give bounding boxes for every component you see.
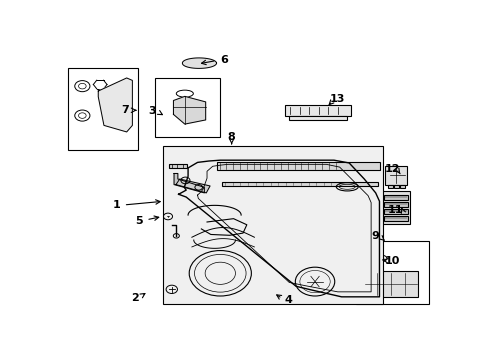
Bar — [288, 116, 346, 120]
Text: 3: 3 — [148, 106, 156, 116]
Bar — [385, 166, 407, 185]
Bar — [363, 271, 418, 297]
Bar — [383, 202, 407, 207]
Polygon shape — [173, 96, 205, 124]
Text: 12: 12 — [384, 164, 400, 174]
Text: 6: 6 — [220, 55, 227, 65]
Bar — [381, 191, 409, 224]
Text: 8: 8 — [227, 132, 235, 143]
Polygon shape — [98, 78, 132, 132]
Bar — [163, 146, 383, 304]
Bar — [387, 185, 392, 188]
Bar — [284, 105, 350, 116]
Bar — [383, 209, 407, 214]
Polygon shape — [174, 174, 204, 193]
Text: 13: 13 — [329, 94, 345, 104]
Text: 4: 4 — [284, 296, 292, 305]
Text: 9: 9 — [371, 231, 379, 241]
Bar — [155, 78, 219, 138]
Bar — [216, 162, 380, 170]
Polygon shape — [182, 58, 216, 68]
Bar — [222, 181, 378, 186]
Text: 10: 10 — [384, 256, 400, 266]
Bar — [68, 68, 138, 150]
Text: 7: 7 — [121, 105, 128, 115]
Bar — [393, 185, 398, 188]
Text: 2: 2 — [131, 293, 139, 303]
Bar — [169, 163, 187, 168]
Text: 1: 1 — [112, 201, 120, 210]
Text: 5: 5 — [135, 216, 142, 226]
Polygon shape — [176, 179, 210, 193]
Text: 11: 11 — [387, 205, 402, 215]
Bar — [400, 185, 404, 188]
Bar — [383, 216, 407, 221]
Bar — [383, 195, 407, 200]
Bar — [355, 240, 428, 304]
